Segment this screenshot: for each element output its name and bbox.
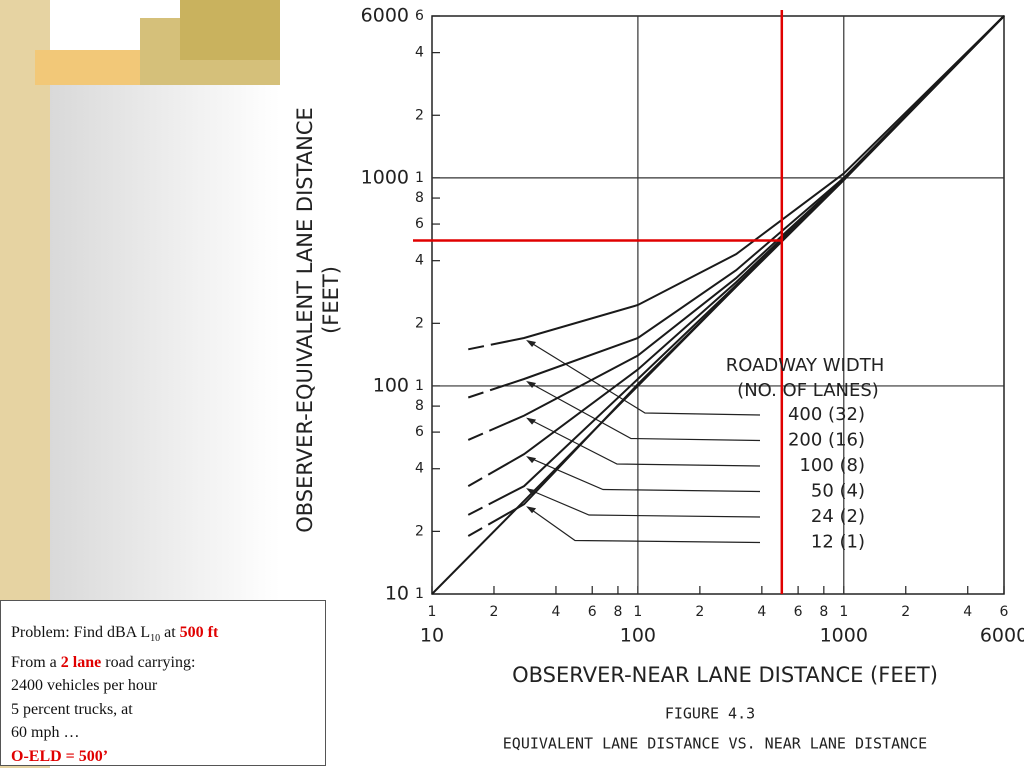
x-decade-label: 10	[420, 625, 444, 647]
text: at	[160, 624, 180, 641]
y-tick-label: 2	[415, 107, 424, 123]
y-tick-label: 2	[415, 523, 424, 539]
curve	[467, 15, 1005, 487]
y-tick-label: 1	[415, 586, 424, 602]
x-tick-label: 2	[901, 604, 910, 620]
x-tick-label: 6	[588, 604, 597, 620]
arrow-head	[526, 417, 537, 425]
y-tick-label: 6	[415, 424, 424, 440]
x-tick-label: 1	[839, 604, 848, 620]
y-tick-label: 4	[415, 45, 424, 61]
legend-label: 12 (1)	[811, 532, 865, 553]
panel	[50, 85, 280, 605]
x-tick-label: 2	[695, 604, 704, 620]
subscript: 10	[150, 633, 161, 645]
legend-title: ROADWAY WIDTH	[726, 355, 884, 376]
y-tick-label: 6	[415, 216, 424, 232]
y-decade-label: 1000	[361, 166, 409, 188]
x-tick-label: 8	[613, 604, 622, 620]
y-title: OBSERVER-EQUIVALENT LANE DISTANCE	[293, 107, 317, 533]
legend-label: 50 (4)	[811, 481, 865, 502]
y-tick-label: 4	[415, 461, 424, 477]
y-tick-label: 8	[415, 398, 424, 414]
x-tick-label: 4	[551, 604, 560, 620]
caption: EQUIVALENT LANE DISTANCE VS. NEAR LANE D…	[503, 735, 927, 753]
text: From a	[11, 653, 61, 671]
y-tick-label: 8	[415, 190, 424, 206]
leader-line	[527, 340, 761, 416]
problem-line: 5 percent trucks, at	[11, 700, 133, 718]
arrow-head	[526, 488, 537, 496]
curve	[467, 15, 1005, 399]
legend-label: 400 (32)	[788, 404, 865, 425]
text: road carrying:	[101, 653, 196, 671]
y-tick-label: 6	[415, 8, 424, 24]
y-tick-label: 1	[415, 170, 424, 186]
leader-line	[527, 418, 761, 467]
legend-label: 100 (8)	[799, 455, 865, 476]
arrow-head	[526, 456, 537, 464]
x-tick-label: 4	[963, 604, 972, 620]
leader-line	[527, 506, 761, 544]
y-decade-label: 100	[373, 374, 409, 396]
problem-line: 2400 vehicles per hour	[11, 677, 158, 695]
leaf-art	[180, 0, 280, 60]
y-decade-label: 6000	[361, 5, 409, 27]
highlight: 500 ft	[179, 624, 219, 641]
x-tick-label: 1	[428, 604, 437, 620]
arrow-head	[526, 380, 537, 388]
curve	[467, 15, 1005, 441]
y-tick-label: 2	[415, 315, 424, 331]
x-decade-label: 100	[620, 625, 656, 647]
problem-line: Problem: Find dBA L10 at 500 ft	[11, 621, 325, 651]
curve	[467, 15, 1005, 537]
highlight: 2 lane	[60, 653, 102, 671]
legend-label: 24 (2)	[811, 506, 865, 527]
curve	[468, 15, 1005, 351]
problem-answer: O-ELD = 500’	[11, 747, 109, 765]
x-title: OBSERVER-NEAR LANE DISTANCE (FEET)	[512, 663, 938, 687]
arrow-head	[526, 340, 537, 348]
x-tick-label: 8	[819, 604, 828, 620]
caption: FIGURE 4.3	[665, 705, 755, 723]
arrow-head	[526, 506, 537, 514]
x-decade-label: 6000	[980, 625, 1024, 647]
legend-label: 200 (16)	[788, 430, 865, 451]
leader-line	[527, 381, 761, 442]
problem-box: Problem: Find dBA L10 at 500 ft From a 2…	[0, 600, 326, 766]
x-tick-label: 6	[794, 604, 803, 620]
leader-line	[527, 456, 761, 493]
y-decade-label: 10	[385, 583, 409, 605]
x-decade-label: 1000	[820, 625, 868, 647]
leader-line	[527, 488, 761, 518]
y-tick-label: 1	[415, 378, 424, 394]
problem-line: 60 mph …	[11, 724, 80, 742]
x-tick-label: 2	[490, 604, 499, 620]
x-tick-label: 6	[1000, 604, 1009, 620]
legend-title: (NO. OF LANES)	[737, 380, 879, 401]
y-tick-label: 4	[415, 253, 424, 269]
plot-frame	[431, 15, 1005, 595]
y-title: (FEET)	[319, 266, 343, 334]
x-tick-label: 1	[633, 604, 642, 620]
text: Problem: Find dBA L	[11, 624, 151, 641]
problem-line: From a 2 lane road carrying:	[11, 651, 325, 675]
x-tick-label: 4	[757, 604, 766, 620]
